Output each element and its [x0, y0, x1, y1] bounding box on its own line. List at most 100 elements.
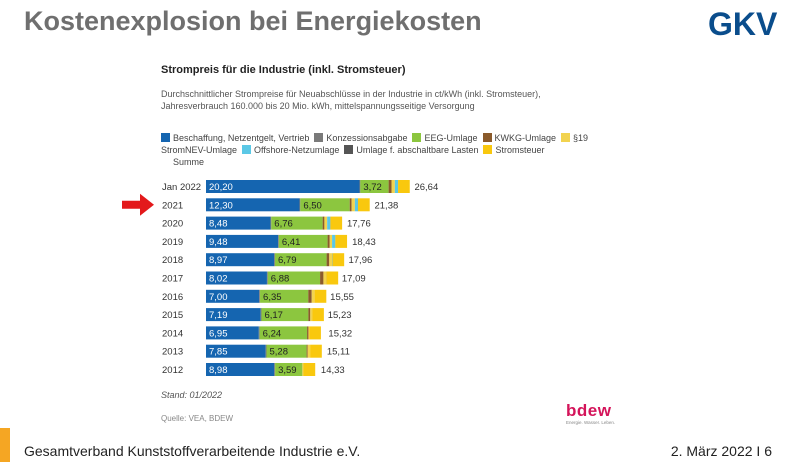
bar-segment: [310, 308, 313, 322]
bar-data-label: 8,97: [209, 255, 228, 266]
legend-abschaltbar-label: Umlage f. abschaltbare Lasten: [356, 145, 479, 155]
bar-total-label: 14,33: [321, 365, 345, 376]
bar-data-label: 12,30: [209, 200, 233, 211]
bar-data-label: 7,19: [209, 310, 228, 321]
bar-segment: [274, 363, 276, 376]
bar-segment: [326, 271, 339, 285]
bar-segment: [308, 289, 312, 303]
legend-offshore-label: Offshore-Netzumlage: [254, 145, 340, 155]
bar-segment: [206, 363, 275, 376]
footer-date-page: 2. März 2022 I 6: [670, 443, 772, 459]
legend-stromsteuer: Stromsteuer: [483, 144, 545, 156]
bar-segment: [335, 234, 348, 248]
bar-segment: [260, 289, 309, 303]
category-label: 2020: [162, 219, 183, 230]
bar-segment: [320, 271, 324, 285]
chart-title: Strompreis für die Industrie (inkl. Stro…: [161, 64, 406, 76]
legend-beschaffung: Beschaffung, Netzentgelt, Vertrieb: [161, 132, 309, 144]
bar-segment: [206, 216, 271, 230]
bar-data-label: 8,02: [209, 274, 228, 285]
bar-total-label: 18,43: [352, 237, 376, 248]
legend-konzession: Konzessionsabgabe: [314, 132, 407, 144]
legend-kwkg-label: KWKG-Umlage: [494, 133, 557, 143]
highlight-arrow-icon: [122, 193, 154, 216]
bar-segment: [308, 326, 310, 340]
bar-segment: [388, 180, 392, 193]
bar-segment: [306, 344, 308, 358]
category-label: Jan 2022: [162, 182, 201, 193]
legend-eeg: EEG-Umlage: [412, 132, 478, 144]
bar-segment: [349, 198, 352, 212]
bar-segment: [259, 289, 261, 303]
bar-segment: [274, 253, 276, 267]
bar-segment: [358, 198, 370, 212]
bar-segment: [329, 253, 333, 267]
bar-segment: [354, 198, 358, 212]
bar-total-label: 15,11: [327, 347, 350, 358]
bar-total-label: 17,09: [342, 274, 366, 285]
category-label: 2016: [162, 292, 183, 303]
bar-segment: [327, 216, 331, 230]
bar-data-label: 3,72: [363, 182, 382, 193]
bar-segment: [302, 363, 304, 376]
bdew-logo-text: bdew: [566, 401, 612, 420]
bar-total-label: 26,64: [414, 182, 438, 193]
bar-segment: [303, 363, 316, 376]
bar-segment: [351, 198, 355, 212]
bar-segment: [266, 271, 268, 285]
bar-segment: [326, 253, 330, 267]
stand-note: Stand: 01/2022: [161, 390, 223, 400]
bar-segment: [271, 216, 323, 230]
category-label: 2021: [162, 200, 183, 211]
bar-data-label: 6,41: [282, 237, 301, 248]
bar-segment: [307, 344, 311, 358]
legend-eeg-label: EEG-Umlage: [424, 133, 478, 143]
bar-data-label: 6,88: [271, 274, 290, 285]
bar-segment: [394, 180, 399, 193]
bar-segment: [391, 180, 395, 193]
bar-total-label: 17,76: [347, 219, 371, 230]
bar-segment: [330, 216, 343, 230]
bar-segment: [314, 289, 327, 303]
bar-segment: [206, 198, 300, 212]
legend-offshore: Offshore-Netzumlage: [242, 144, 339, 156]
legend-stromnev-label: StromNEV-Umlage: [161, 145, 238, 155]
gkv-logo-text: GKV: [708, 6, 778, 40]
bar-segment: [360, 180, 389, 193]
bar-segment: [206, 344, 266, 358]
category-label: 2017: [162, 274, 183, 285]
bar-segment: [259, 326, 308, 340]
category-label: 2019: [162, 237, 183, 248]
bar-segment: [359, 180, 361, 193]
legend-beschaffung-swatch: [161, 133, 170, 142]
slide-title: Kostenexplosion bei Energiekosten: [24, 6, 482, 36]
bar-segment: [312, 308, 324, 322]
bar-data-label: 8,98: [209, 365, 228, 376]
bar-data-label: 7,85: [209, 347, 228, 358]
category-label: 2012: [162, 365, 183, 376]
category-label: 2014: [162, 328, 183, 339]
chart-subtitle-line-1: Durchschnittlicher Strompreise für Neuab…: [161, 89, 541, 99]
legend-beschaffung-label: Beschaffung, Netzentgelt, Vertrieb: [173, 133, 310, 143]
category-label: 2018: [162, 255, 183, 266]
bar-data-label: 6,17: [264, 310, 283, 321]
bar-total-label: 21,38: [374, 200, 398, 211]
bar-segment: [278, 234, 279, 248]
bar-data-label: 6,24: [263, 328, 282, 339]
bar-data-label: 8,48: [209, 219, 228, 230]
legend-par19-swatch: [561, 133, 571, 142]
source-note: Quelle: VEA, BDEW: [161, 414, 234, 423]
category-label: 2015: [162, 310, 183, 321]
bar-segment: [308, 308, 311, 322]
bar-segment: [324, 216, 328, 230]
legend-par19: §19: [561, 132, 588, 144]
category-label: 2013: [162, 347, 183, 358]
bdew-logo: bdew Energie. Wasser. Leben.: [566, 401, 626, 426]
bar-data-label: 7,00: [209, 292, 228, 303]
bar-segment: [323, 271, 327, 285]
bar-data-label: 6,50: [303, 200, 322, 211]
legend-eeg-swatch: [412, 133, 422, 142]
bar-segment: [332, 234, 336, 248]
gkv-logo: GKV: [708, 6, 778, 40]
